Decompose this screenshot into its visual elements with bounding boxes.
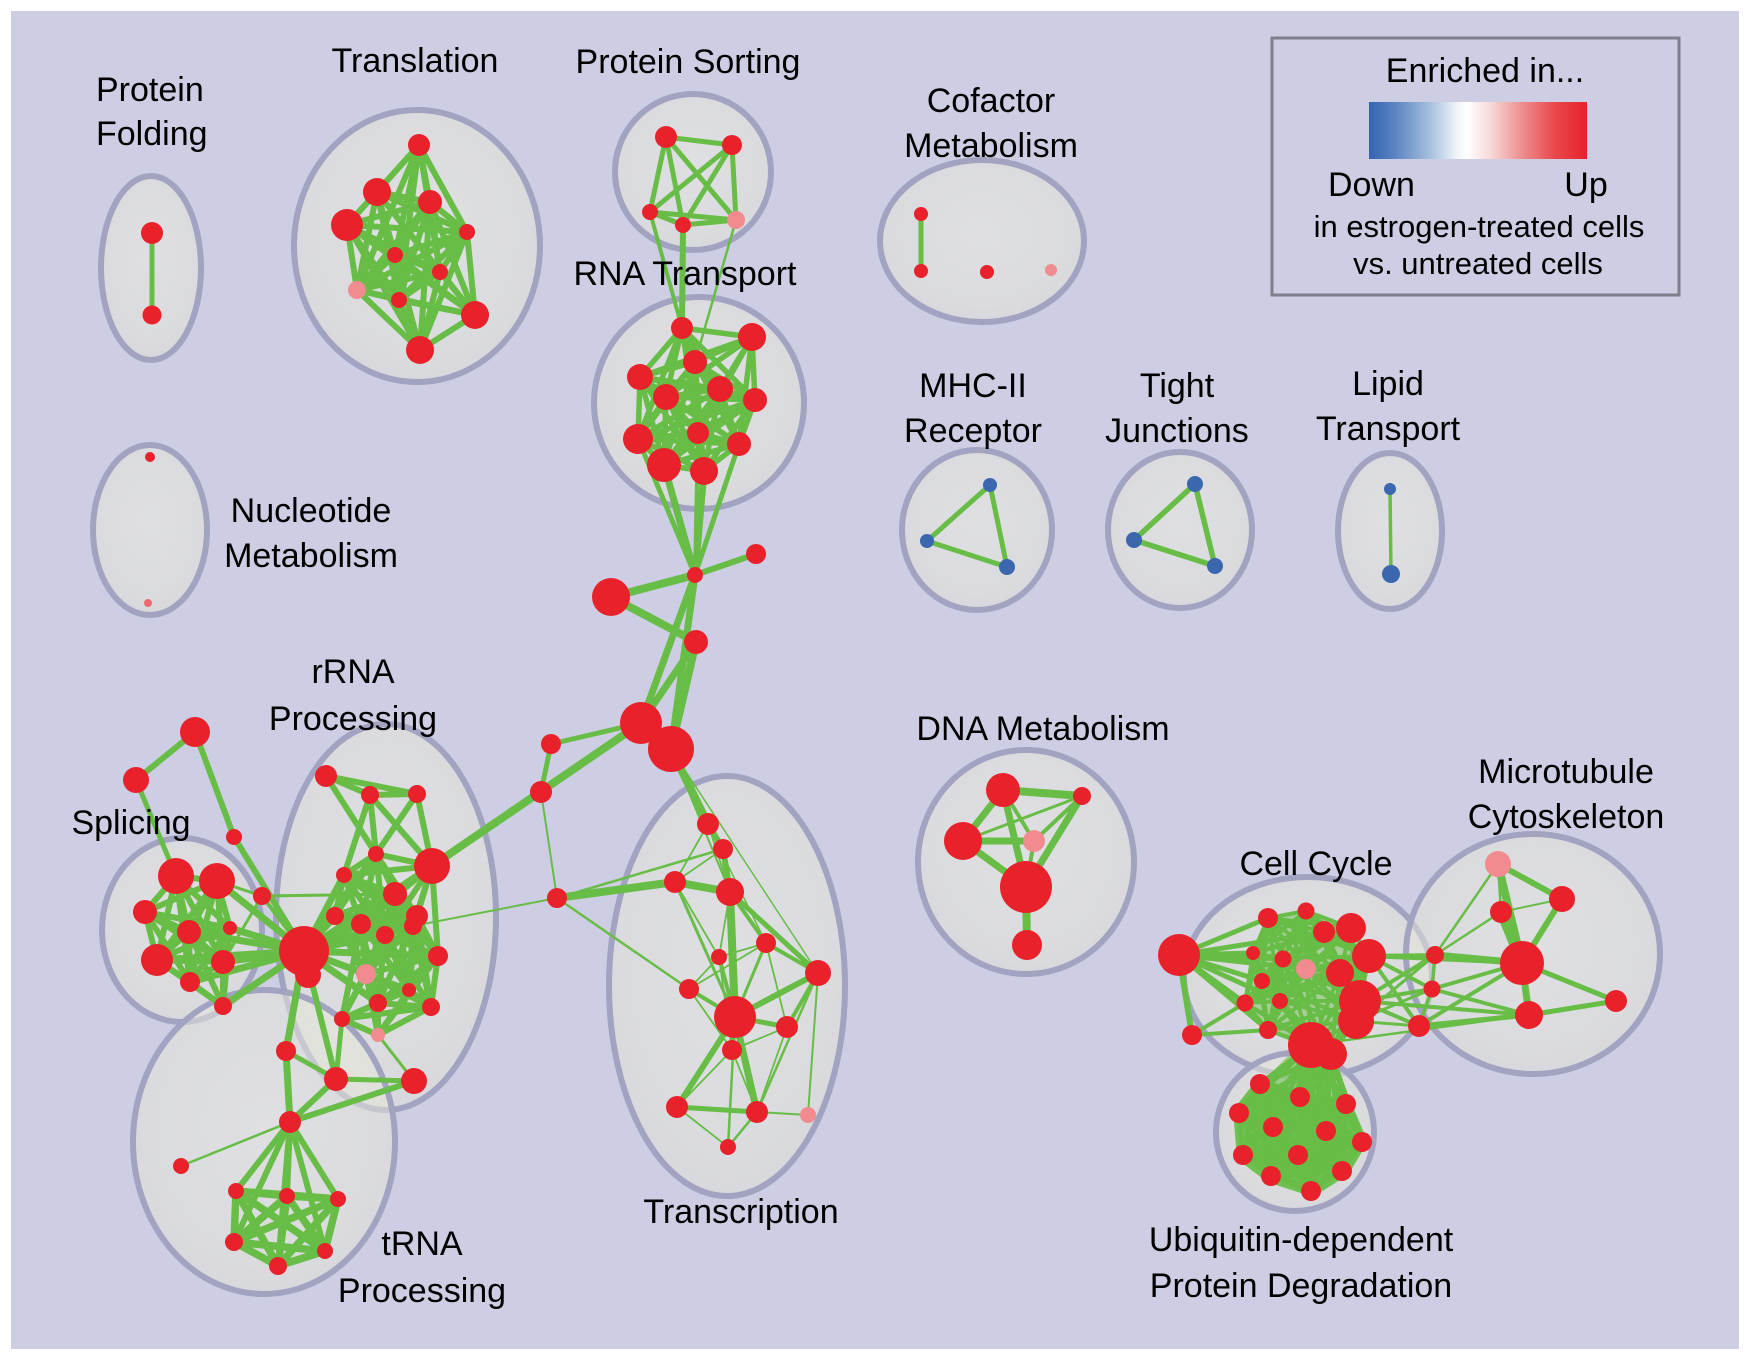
- svg-text:Tight: Tight: [1140, 367, 1215, 405]
- svg-text:Cofactor: Cofactor: [927, 82, 1056, 120]
- svg-text:Nucleotide: Nucleotide: [231, 492, 392, 530]
- svg-text:Metabolism: Metabolism: [904, 127, 1078, 165]
- svg-text:Receptor: Receptor: [904, 412, 1042, 450]
- svg-text:Enriched in...: Enriched in...: [1386, 52, 1584, 90]
- svg-text:Protein: Protein: [96, 71, 204, 109]
- svg-text:vs. untreated cells: vs. untreated cells: [1353, 246, 1603, 281]
- svg-text:MHC-II: MHC-II: [919, 367, 1027, 405]
- svg-text:Protein Sorting: Protein Sorting: [576, 43, 801, 81]
- svg-text:Transport: Transport: [1316, 410, 1461, 448]
- svg-text:in estrogen-treated cells: in estrogen-treated cells: [1314, 209, 1645, 244]
- svg-text:Splicing: Splicing: [71, 804, 190, 842]
- svg-text:DNA Metabolism: DNA Metabolism: [916, 710, 1169, 748]
- svg-text:RNA Transport: RNA Transport: [574, 255, 798, 293]
- svg-text:Processing: Processing: [269, 700, 437, 738]
- svg-text:tRNA: tRNA: [381, 1225, 463, 1263]
- svg-text:Junctions: Junctions: [1105, 412, 1249, 450]
- svg-text:rRNA: rRNA: [311, 653, 394, 691]
- svg-text:Transcription: Transcription: [643, 1193, 838, 1231]
- svg-text:Translation: Translation: [332, 42, 499, 80]
- svg-text:Protein Degradation: Protein Degradation: [1150, 1267, 1452, 1305]
- svg-text:Up: Up: [1564, 166, 1607, 204]
- svg-text:Cytoskeleton: Cytoskeleton: [1468, 798, 1665, 836]
- svg-text:Metabolism: Metabolism: [224, 537, 398, 575]
- svg-text:Folding: Folding: [96, 115, 208, 153]
- svg-text:Lipid: Lipid: [1352, 365, 1424, 403]
- svg-text:Ubiquitin-dependent: Ubiquitin-dependent: [1149, 1221, 1454, 1259]
- svg-text:Down: Down: [1328, 166, 1415, 204]
- svg-text:Microtubule: Microtubule: [1478, 753, 1654, 791]
- svg-text:Processing: Processing: [338, 1272, 506, 1310]
- svg-text:Cell Cycle: Cell Cycle: [1239, 845, 1392, 883]
